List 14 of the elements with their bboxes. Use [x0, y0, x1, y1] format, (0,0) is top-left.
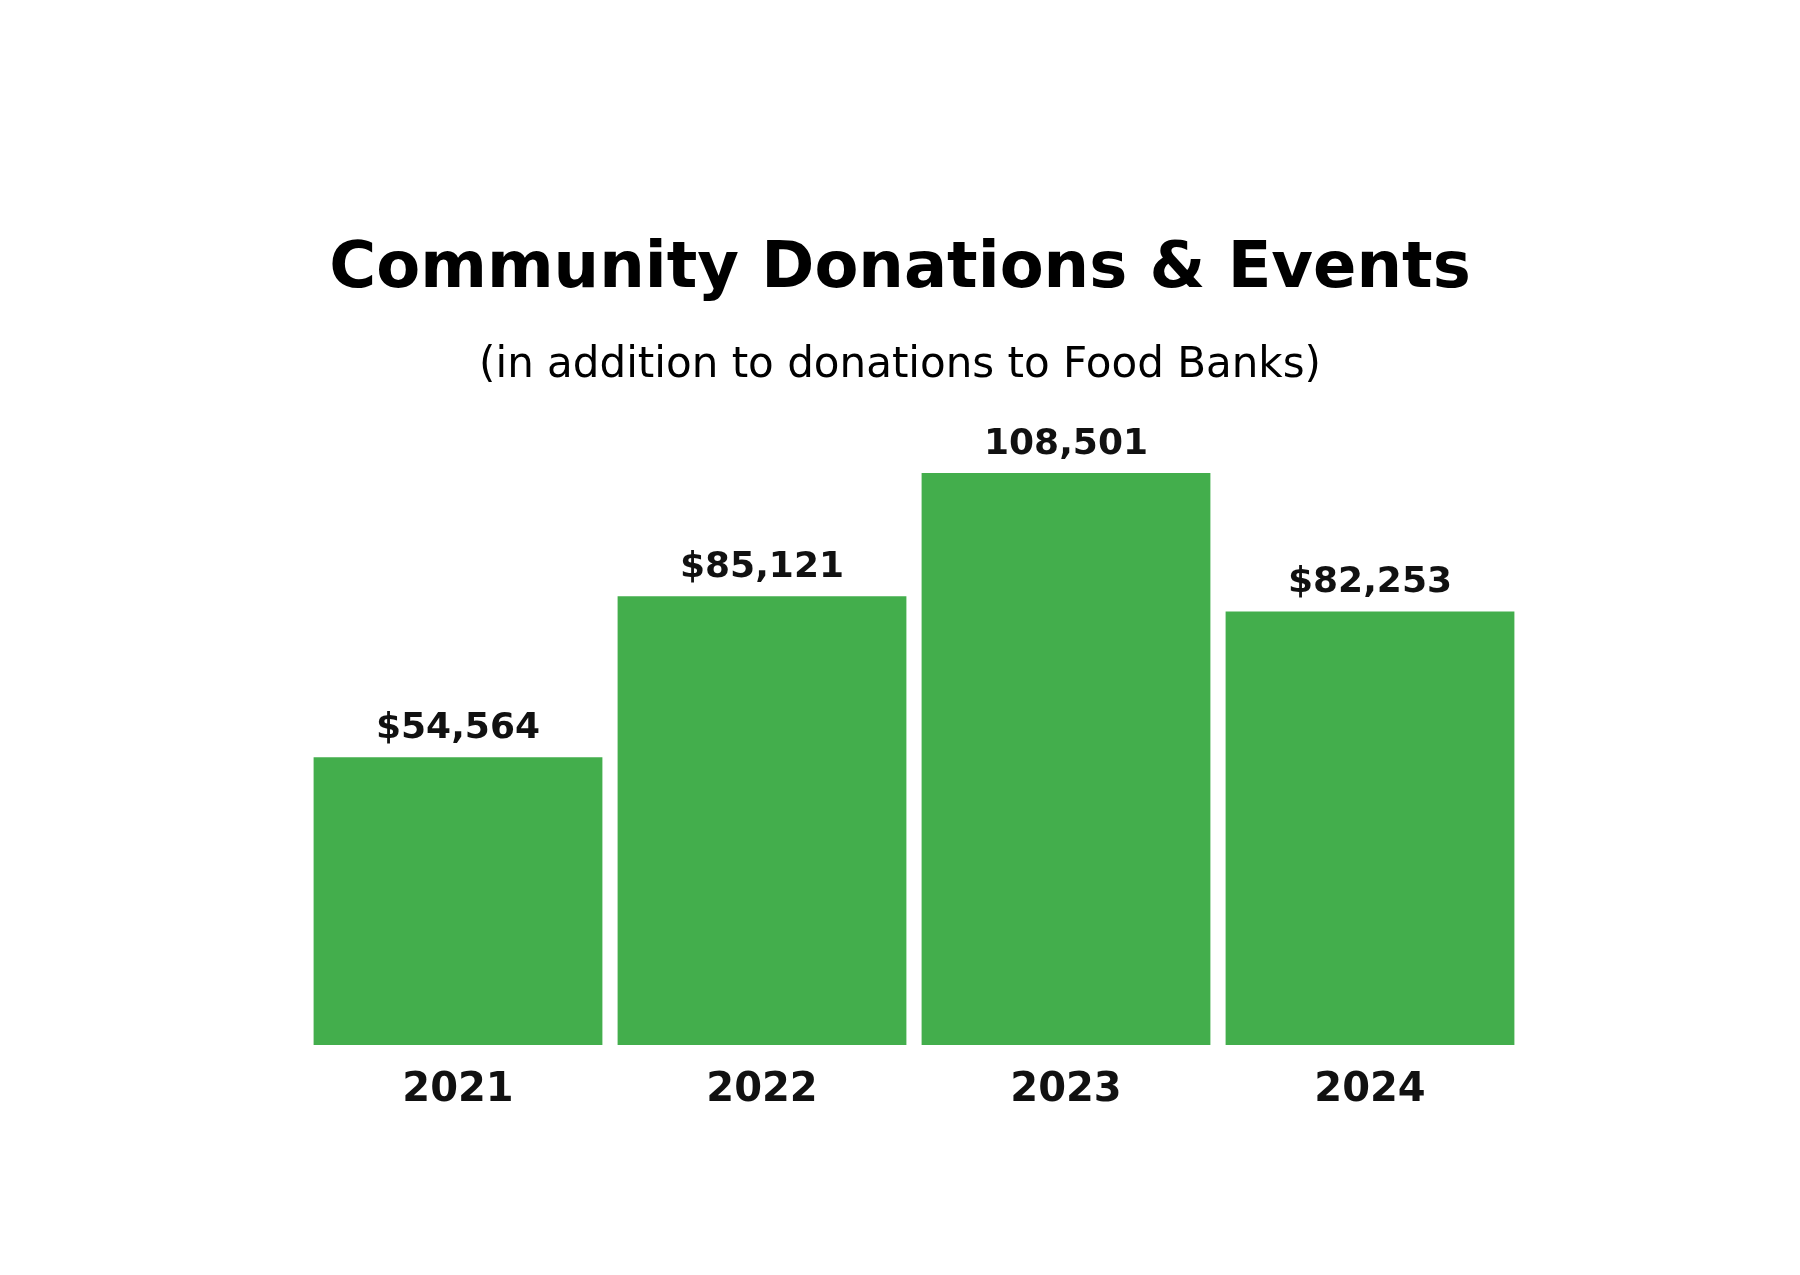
bar	[313, 757, 603, 1045]
data-label: $82,253	[1288, 558, 1452, 600]
data-label: $85,121	[680, 543, 844, 585]
data-label: 108,501	[984, 420, 1148, 462]
x-tick-label: 2023	[1010, 1064, 1122, 1110]
bar	[1225, 611, 1515, 1045]
data-label: $54,564	[376, 704, 540, 746]
bar	[921, 473, 1211, 1045]
x-tick-label: 2022	[706, 1064, 818, 1110]
x-tick-label: 2021	[402, 1064, 514, 1110]
bar	[617, 596, 907, 1045]
chart-title: Community Donations & Events	[329, 228, 1471, 302]
x-tick-label: 2024	[1314, 1064, 1426, 1110]
chart-subtitle: (in addition to donations to Food Banks)	[479, 337, 1321, 387]
